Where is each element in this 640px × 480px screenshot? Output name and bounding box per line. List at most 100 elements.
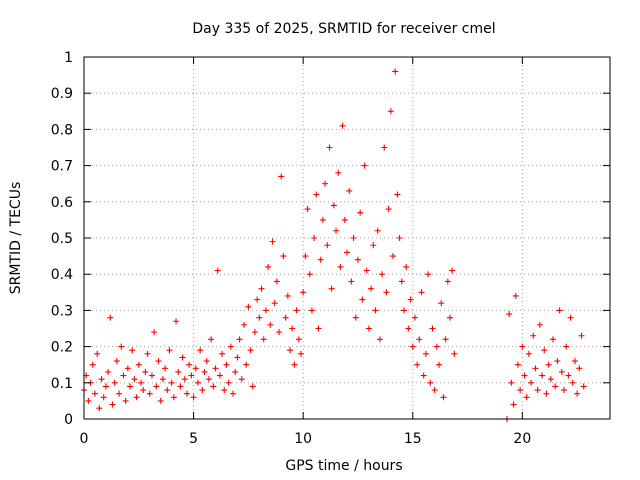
data-point [510, 401, 517, 408]
data-point [91, 390, 98, 397]
data-point [210, 383, 217, 390]
data-point [348, 278, 355, 285]
data-point [534, 387, 541, 394]
data-point [436, 361, 443, 368]
data-point [197, 347, 204, 354]
data-point [569, 379, 576, 386]
data-point [440, 394, 447, 401]
data-point [85, 397, 92, 404]
data-point [571, 358, 578, 365]
data-point [177, 383, 184, 390]
data-point [442, 336, 449, 343]
data-point [352, 314, 359, 321]
data-point [243, 361, 250, 368]
data-point [372, 307, 379, 314]
data-point [508, 379, 515, 386]
data-point [162, 365, 169, 372]
data-point [186, 361, 193, 368]
data-point [433, 343, 440, 350]
data-point [251, 329, 258, 336]
data-point [350, 235, 357, 241]
data-point [100, 394, 107, 401]
data-point [335, 169, 342, 176]
data-point [175, 368, 182, 375]
y-axis-label: SRMTID / TECUs [8, 182, 24, 295]
data-point [223, 361, 230, 368]
data-point [359, 296, 366, 303]
data-point [105, 368, 112, 375]
data-point [317, 256, 324, 263]
data-point [539, 372, 546, 379]
data-point [563, 343, 570, 350]
data-point [313, 191, 320, 198]
data-point [232, 368, 239, 375]
data-point [236, 336, 243, 343]
data-point [425, 271, 432, 278]
data-point [109, 401, 116, 408]
data-point [552, 383, 559, 390]
data-point [273, 278, 280, 285]
data-point [304, 206, 311, 213]
data-point [328, 285, 335, 292]
data-point [205, 376, 212, 383]
data-point [102, 383, 109, 390]
data-point [124, 365, 131, 372]
y-tick-label: 0.3 [51, 303, 73, 319]
data-point [166, 347, 173, 354]
data-point [282, 314, 289, 321]
data-point [398, 278, 405, 285]
data-point [240, 321, 247, 328]
data-point [293, 307, 300, 314]
data-point [514, 361, 521, 368]
data-point [578, 332, 585, 339]
data-point [203, 358, 210, 365]
y-tick-label: 0.6 [51, 195, 73, 211]
data-point [133, 394, 140, 401]
data-point [118, 343, 125, 350]
data-point [506, 311, 513, 318]
data-point [300, 289, 307, 296]
data-point [212, 365, 219, 372]
x-tick-label: 20 [513, 431, 531, 447]
data-point [311, 235, 318, 241]
data-point [315, 325, 322, 332]
data-point [368, 285, 375, 292]
data-point [517, 387, 524, 394]
data-point [254, 296, 261, 303]
data-point [409, 343, 416, 350]
data-point [151, 329, 158, 336]
y-tick-label: 1 [64, 50, 73, 66]
data-point [137, 379, 144, 386]
x-tick-label: 15 [404, 431, 422, 447]
data-point [565, 372, 572, 379]
data-point [227, 343, 234, 350]
data-point [528, 379, 535, 386]
data-point [111, 379, 118, 386]
data-point [159, 376, 166, 383]
data-point [173, 318, 180, 325]
data-point [346, 187, 353, 194]
data-point [276, 329, 283, 336]
data-point [216, 372, 223, 379]
data-point [420, 372, 427, 379]
data-point [230, 390, 237, 397]
data-point [287, 347, 294, 354]
y-axis-ticks: 0 0.1 0.2 0.3 0.4 0.5 0.6 0.7 0.8 0.9 1 [51, 50, 610, 428]
data-point [214, 267, 221, 274]
data-point [558, 368, 565, 375]
data-point [536, 321, 543, 328]
data-point [576, 365, 583, 372]
data-point [451, 350, 458, 357]
data-point [201, 368, 208, 375]
data-point [113, 358, 120, 365]
data-point [383, 289, 390, 296]
data-point [164, 387, 171, 394]
data-point [405, 325, 412, 332]
data-point [379, 271, 386, 278]
data-point [422, 350, 429, 357]
data-point [225, 379, 232, 386]
data-point [153, 383, 160, 390]
data-point [414, 361, 421, 368]
data-point [291, 361, 298, 368]
